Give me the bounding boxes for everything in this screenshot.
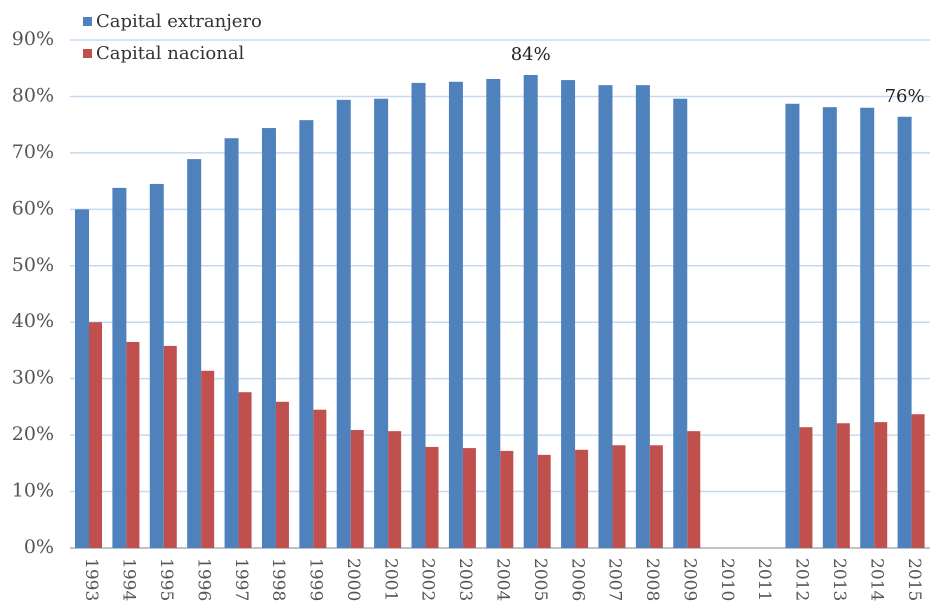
bar	[635, 85, 650, 549]
bar	[313, 409, 327, 548]
bar	[486, 78, 501, 549]
x-tick-label: 2007	[605, 558, 625, 601]
bar	[822, 107, 837, 549]
x-tick-label: 2009	[679, 558, 699, 601]
x-tick-label: 2002	[418, 558, 438, 601]
bar	[75, 209, 89, 549]
bar	[785, 103, 800, 548]
bar	[561, 80, 576, 548]
legend-label: Capital extranjero	[96, 11, 262, 32]
x-tick-label: 1994	[119, 558, 139, 601]
bar	[201, 370, 215, 548]
bar	[112, 187, 127, 548]
bar	[673, 98, 688, 549]
legend-label: Capital nacional	[96, 43, 245, 64]
y-tick-label: 20%	[12, 423, 54, 445]
bar	[911, 414, 925, 548]
bar	[649, 445, 663, 548]
bar	[448, 81, 463, 548]
x-tick-label: 2004	[493, 558, 513, 601]
bar	[462, 448, 476, 548]
x-tick-label: 2015	[904, 558, 924, 601]
y-tick-label: 10%	[12, 480, 54, 502]
x-tick-label: 2014	[866, 558, 886, 601]
bar	[500, 450, 514, 548]
data-label: 76%	[885, 86, 925, 107]
bar	[537, 454, 551, 548]
legend-swatch	[83, 17, 92, 26]
x-tick-label: 2008	[642, 558, 662, 601]
bar	[523, 74, 538, 549]
y-tick-label: 60%	[12, 197, 54, 219]
bar	[575, 449, 589, 548]
bar	[598, 85, 613, 549]
x-tick-label: 1993	[81, 558, 101, 601]
y-tick-label: 30%	[12, 367, 54, 389]
y-tick-label: 70%	[12, 141, 54, 163]
bar	[374, 98, 389, 549]
x-tick-label: 2000	[343, 558, 363, 601]
bar	[163, 345, 177, 548]
bar	[336, 99, 351, 548]
x-tick-label: 2011	[754, 558, 774, 601]
bar	[874, 422, 888, 548]
x-tick-label: 2003	[455, 558, 475, 601]
bar	[612, 445, 626, 548]
bar	[897, 116, 912, 549]
bar	[275, 401, 289, 548]
bar	[411, 82, 426, 549]
x-tick-label: 1999	[306, 558, 326, 601]
x-tick-label: 1995	[156, 558, 176, 601]
y-tick-label: 90%	[12, 28, 54, 50]
x-tick-label: 2001	[380, 558, 400, 601]
bar	[860, 107, 875, 548]
bar	[687, 431, 701, 548]
bar	[126, 341, 140, 548]
bar	[238, 392, 252, 548]
y-tick-label: 0%	[24, 536, 54, 558]
x-tick-label: 2012	[792, 558, 812, 601]
x-tick-label: 2013	[829, 558, 849, 601]
bar	[299, 120, 314, 548]
legend-swatch	[83, 49, 92, 58]
y-tick-label: 40%	[12, 310, 54, 332]
bar	[425, 446, 439, 548]
x-tick-label: 1998	[268, 558, 288, 601]
y-tick-label: 50%	[12, 254, 54, 276]
y-tick-label: 80%	[12, 84, 54, 106]
bar	[388, 431, 402, 548]
bar	[187, 159, 202, 548]
x-tick-label: 2006	[567, 558, 587, 601]
bar	[261, 128, 276, 548]
data-label: 84%	[511, 44, 551, 65]
bar	[350, 430, 364, 548]
x-tick-label: 2005	[530, 558, 550, 601]
bar	[836, 423, 850, 548]
x-tick-label: 1996	[193, 558, 213, 601]
bar	[149, 183, 164, 548]
x-tick-label: 2010	[717, 558, 737, 601]
bar	[89, 322, 102, 548]
bar	[799, 427, 813, 548]
bar	[224, 138, 239, 549]
x-tick-label: 1997	[231, 558, 251, 601]
